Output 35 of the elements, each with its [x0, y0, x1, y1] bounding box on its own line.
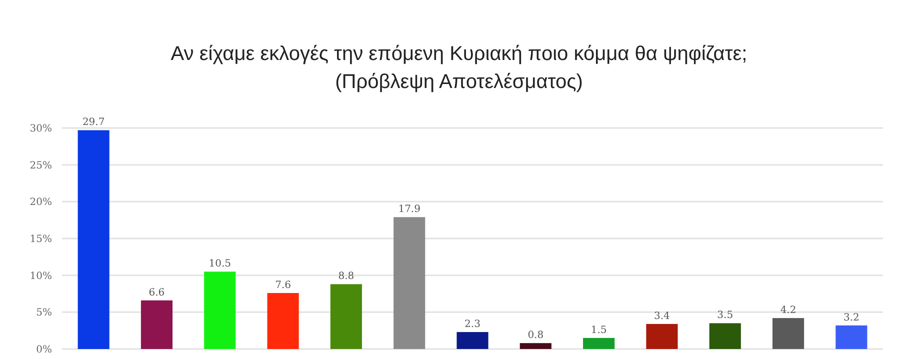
bar	[836, 325, 868, 349]
y-tick-label: 15%	[30, 234, 52, 245]
bar	[140, 300, 173, 349]
y-tick-label: 20%	[30, 197, 52, 208]
data-label: 17.9	[398, 204, 420, 216]
chart-title: Αν είχαμε εκλογές την επόμενη Κυριακή ποιο κόμμα θα ψηφίζατε;	[170, 43, 748, 65]
bar	[204, 272, 236, 349]
data-label: 8.8	[338, 271, 354, 282]
bar	[456, 332, 488, 349]
y-tick-label: 0%	[36, 344, 52, 356]
data-label: 3.2	[843, 312, 860, 324]
data-label: 3.4	[654, 310, 670, 322]
bar	[709, 323, 741, 349]
data-label: 2.3	[464, 319, 480, 330]
y-tick-label: 5%	[36, 308, 52, 319]
bar	[267, 293, 299, 349]
data-label: 29.7	[82, 117, 105, 128]
data-label: 7.6	[275, 280, 291, 292]
chart-subtitle: (Πρόβλεψη Αποτελέσματος)	[335, 71, 583, 93]
data-label: 4.2	[780, 305, 796, 316]
data-label: 6.6	[148, 287, 165, 298]
bar	[78, 130, 110, 349]
bar	[583, 338, 615, 349]
bar	[772, 318, 804, 349]
y-tick-label: 25%	[30, 160, 52, 172]
data-label: 10.5	[208, 258, 232, 270]
bar	[330, 284, 362, 349]
bar	[520, 343, 552, 349]
data-label: 3.5	[717, 310, 734, 322]
bar	[394, 217, 426, 349]
bar	[646, 324, 678, 349]
y-tick-label: 10%	[30, 270, 52, 282]
data-label: 0.8	[528, 330, 544, 342]
y-tick-label: 30%	[30, 124, 52, 134]
data-label: 1.5	[590, 324, 607, 336]
